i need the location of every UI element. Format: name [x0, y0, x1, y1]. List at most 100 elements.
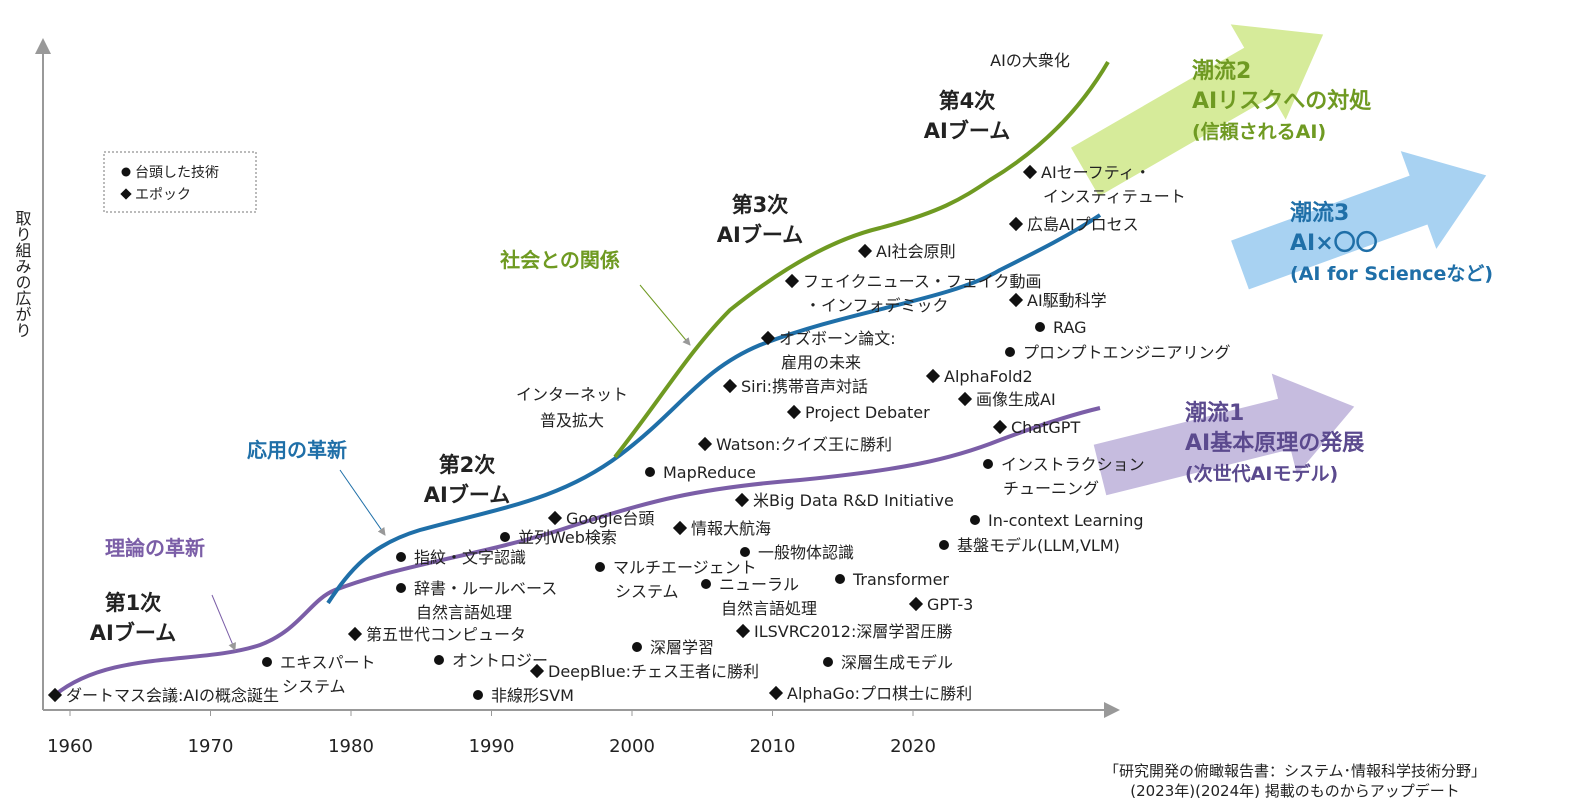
trend-title: 潮流1	[1185, 400, 1244, 426]
technology-marker	[632, 642, 642, 652]
technology-label-line: 辞書・ルールベース	[414, 579, 557, 598]
epoch-label: Project Debater	[805, 403, 930, 422]
pointer	[211, 594, 236, 651]
trend-title: 潮流3	[1290, 200, 1349, 226]
technology-label-line: 基盤モデル(LLM,VLM)	[957, 536, 1120, 555]
technology-label-line: RAG	[1053, 318, 1087, 337]
boom-label-line: 第4次	[939, 89, 996, 113]
technology-label: 基盤モデル(LLM,VLM)	[957, 536, 1120, 555]
epoch-label: Watson:クイズ王に勝利	[716, 435, 892, 454]
technology-marker	[939, 540, 949, 550]
source: 「研究開発の俯瞰報告書：システム･情報科学技術分野」	[1104, 762, 1486, 780]
x-tick-label: 2010	[750, 736, 796, 757]
epoch-label-line: フェイクニュース・フェイク動画	[803, 272, 1042, 291]
technology-marker	[473, 690, 483, 700]
y-axis-label: 取り組みの広がり	[13, 210, 32, 338]
application-curve	[326, 213, 1102, 605]
epoch-marker	[957, 391, 973, 407]
epoch-label-line: AI駆動科学	[1027, 291, 1107, 310]
technology-marker	[396, 583, 406, 593]
x-tick-label: 1970	[188, 736, 234, 757]
trend-line: AI×〇〇	[1290, 231, 1378, 256]
theme-label: 応用の革新	[247, 438, 347, 462]
technology-marker	[740, 547, 750, 557]
technology-marker	[835, 574, 845, 584]
technology-label-line: システム	[615, 582, 679, 601]
epoch-label: フェイクニュース・フェイク動画・インフォデミック	[803, 272, 1042, 315]
annotation-line: 普及拡大	[540, 411, 604, 430]
epoch-label: Siri:携帯音声対話	[741, 377, 868, 396]
epoch-label: オズボーン論文: 雇用の未来	[779, 329, 896, 372]
technology-label: RAG	[1053, 318, 1087, 337]
epoch-label: 米Big Data R&D Initiative	[753, 491, 954, 510]
epoch-marker	[908, 596, 924, 612]
epoch-marker	[925, 368, 941, 384]
epoch-label-line: ・インフォデミック	[805, 296, 949, 315]
technology-marker	[500, 532, 510, 542]
technology-label: マルチエージェントシステム	[613, 558, 757, 601]
technology-label: 一般物体認識	[758, 543, 854, 562]
boom-label: 第1次 AIブーム	[90, 591, 176, 645]
boom-label-line: AIブーム	[924, 119, 1010, 143]
epoch-marker	[1008, 292, 1024, 308]
epoch-label: Google台頭	[566, 509, 654, 528]
epoch-label: DeepBlue:チェス王者に勝利	[548, 662, 759, 681]
technology-marker	[1005, 347, 1015, 357]
boom-label: 第3次 AIブーム	[717, 193, 803, 247]
epoch-marker	[47, 687, 63, 703]
technology-label-line: チューニング	[1003, 479, 1099, 498]
legend-box	[103, 151, 257, 213]
technology-label-line: プロンプトエンジニアリング	[1023, 343, 1231, 362]
epoch-marker	[1022, 164, 1038, 180]
boom-label-line: AIブーム	[717, 223, 803, 247]
technology-marker	[595, 562, 605, 572]
annotation-line: インターネット	[516, 385, 628, 404]
technology-marker	[396, 552, 406, 562]
epoch-label: AlphaGo:プロ棋士に勝利	[787, 684, 972, 703]
pointer	[339, 469, 386, 536]
epoch-marker	[784, 273, 800, 289]
technology-label-line: 非線形SVM	[491, 686, 574, 705]
x-tick-label: 1990	[469, 736, 515, 757]
epoch-label: 情報大航海	[691, 519, 771, 538]
trend-arrow	[1231, 151, 1487, 290]
technology-label-line: ニューラル	[719, 575, 799, 594]
technology-label: In-context Learning	[988, 511, 1143, 530]
trend-arrow	[1093, 373, 1355, 496]
epoch-marker	[1008, 216, 1024, 232]
boom-label-line: AIブーム	[90, 621, 176, 645]
technology-marker	[701, 579, 711, 589]
epoch-label: 画像生成AI	[976, 390, 1056, 409]
society-curve	[613, 60, 1110, 459]
epoch-label-line: Watson:クイズ王に勝利	[716, 435, 892, 454]
epoch-marker	[672, 520, 688, 536]
epoch-marker	[529, 663, 545, 679]
epoch-label-line: 情報大航海	[691, 519, 771, 538]
epoch-label: 広島AIプロセス	[1027, 215, 1139, 234]
epoch-label-line: 雇用の未来	[781, 353, 861, 372]
x-tick-label: 2020	[890, 736, 936, 757]
technology-label: インストラクションチューニング	[1001, 455, 1145, 498]
trend-label: 潮流3 AI×〇〇 (AI for Scienceなど)	[1290, 200, 1493, 285]
technology-label-line: 深層生成モデル	[841, 653, 953, 672]
technology-label-line: 自然言語処理	[721, 599, 817, 618]
epoch-marker	[697, 436, 713, 452]
epoch-label-line: GPT-3	[927, 595, 973, 614]
technology-label: エキスパートシステム	[280, 653, 376, 696]
pointer	[639, 284, 691, 346]
boom-label: 第2次 AIブーム	[424, 453, 510, 507]
epoch-marker	[768, 685, 784, 701]
technology-label-line: 一般物体認識	[758, 543, 854, 562]
technology-label-line: マルチエージェント	[613, 558, 757, 577]
boom-label-line: 第1次	[105, 591, 162, 615]
epoch-label-line: Google台頭	[566, 509, 654, 528]
epoch-label-line: AI社会原則	[876, 242, 956, 261]
technology-marker	[983, 459, 993, 469]
trend-line: (次世代AIモデル)	[1185, 462, 1338, 485]
epoch-label: ILSVRC2012:深層学習圧勝	[754, 622, 952, 641]
epoch-label-line: 第五世代コンピュータ	[366, 625, 526, 644]
epoch-label-line: ChatGPT	[1011, 418, 1080, 437]
technology-label-line: システム	[282, 677, 346, 696]
trend-label: 潮流1 AI基本原理の発展 (次世代AIモデル)	[1185, 400, 1364, 485]
